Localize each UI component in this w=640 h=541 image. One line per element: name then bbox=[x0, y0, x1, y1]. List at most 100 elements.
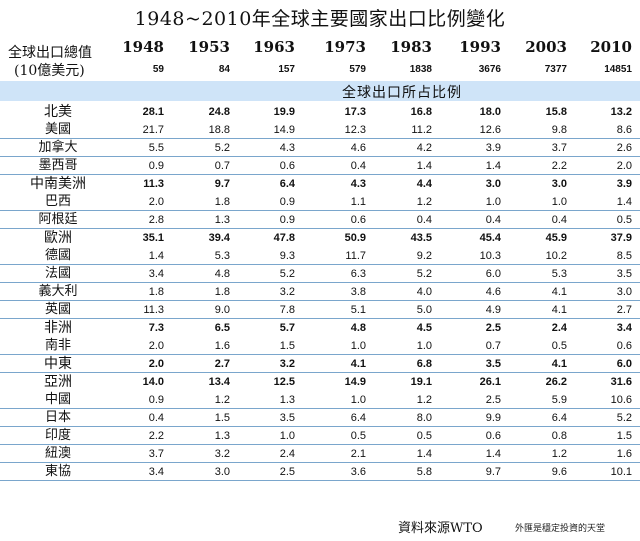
total-value: 59 bbox=[152, 64, 164, 75]
table-cell: 2.4 bbox=[279, 448, 295, 460]
row-label: 英國 bbox=[44, 302, 71, 317]
total-value: 14851 bbox=[604, 64, 632, 75]
table-cell: 1.8 bbox=[214, 196, 230, 208]
table-cell: 14.9 bbox=[344, 376, 366, 388]
table-cell: 1.0 bbox=[485, 196, 501, 208]
table-cell: 14.9 bbox=[273, 124, 295, 136]
row-label: 歐洲 bbox=[44, 230, 72, 246]
table-cell: 2.5 bbox=[485, 322, 501, 334]
table-cell: 1.1 bbox=[350, 196, 366, 208]
table-cell: 28.1 bbox=[142, 106, 164, 118]
table-cell: 9.6 bbox=[551, 466, 567, 478]
group-separator bbox=[0, 444, 640, 445]
table-cell: 10.1 bbox=[610, 466, 632, 478]
table-cell: 4.8 bbox=[214, 268, 230, 280]
table-cell: 45.9 bbox=[545, 232, 567, 244]
table-cell: 7.8 bbox=[279, 304, 295, 316]
year-header: 1983 bbox=[390, 38, 432, 56]
row-label: 日本 bbox=[44, 410, 71, 425]
table-cell: 3.5 bbox=[485, 358, 501, 370]
table-cell: 1.8 bbox=[148, 286, 164, 298]
table-cell: 1.2 bbox=[214, 394, 230, 406]
table-cell: 1.4 bbox=[148, 250, 164, 262]
table-cell: 4.8 bbox=[350, 322, 366, 334]
table-cell: 3.9 bbox=[616, 178, 632, 190]
table-cell: 43.5 bbox=[410, 232, 432, 244]
table-cell: 19.1 bbox=[410, 376, 432, 388]
table-cell: 3.9 bbox=[485, 142, 501, 154]
table-cell: 3.2 bbox=[214, 448, 230, 460]
table-cell: 4.6 bbox=[350, 142, 366, 154]
table-cell: 5.2 bbox=[214, 142, 230, 154]
group-separator bbox=[0, 408, 640, 409]
table-cell: 7.3 bbox=[148, 322, 164, 334]
table-cell: 4.4 bbox=[416, 178, 432, 190]
table-cell: 5.5 bbox=[148, 142, 164, 154]
table-cell: 0.7 bbox=[485, 340, 501, 352]
year-header: 2003 bbox=[525, 38, 567, 56]
table-cell: 5.2 bbox=[416, 268, 432, 280]
table-cell: 9.2 bbox=[416, 250, 432, 262]
table-cell: 2.1 bbox=[350, 448, 366, 460]
table-cell: 3.6 bbox=[350, 466, 366, 478]
table-cell: 1.0 bbox=[350, 394, 366, 406]
row-label: 墨西哥 bbox=[38, 158, 78, 173]
table-cell: 5.0 bbox=[416, 304, 432, 316]
table-cell: 9.3 bbox=[279, 250, 295, 262]
section-band bbox=[0, 81, 640, 101]
table-cell: 0.4 bbox=[551, 214, 567, 226]
year-header: 1963 bbox=[253, 38, 295, 56]
group-separator bbox=[0, 264, 640, 265]
table-cell: 4.5 bbox=[416, 322, 432, 334]
table-cell: 9.9 bbox=[485, 412, 501, 424]
table-cell: 26.2 bbox=[545, 376, 567, 388]
table-cell: 4.9 bbox=[485, 304, 501, 316]
table-cell: 4.2 bbox=[416, 142, 432, 154]
table-cell: 37.9 bbox=[610, 232, 632, 244]
row-label: 非洲 bbox=[44, 320, 72, 336]
total-value: 157 bbox=[278, 64, 295, 75]
table-cell: 4.1 bbox=[350, 358, 366, 370]
table-cell: 47.8 bbox=[273, 232, 295, 244]
table-cell: 11.3 bbox=[143, 304, 164, 316]
group-separator bbox=[0, 138, 640, 139]
table-cell: 21.7 bbox=[142, 124, 164, 136]
group-separator bbox=[0, 282, 640, 283]
table-cell: 18.0 bbox=[479, 106, 501, 118]
table-cell: 4.1 bbox=[551, 304, 567, 316]
table-cell: 1.3 bbox=[214, 214, 230, 226]
table-cell: 1.5 bbox=[279, 340, 295, 352]
row-label: 中國 bbox=[44, 392, 71, 407]
table-cell: 0.7 bbox=[214, 160, 230, 172]
table-cell: 1.8 bbox=[214, 286, 230, 298]
table-cell: 8.6 bbox=[616, 124, 632, 136]
table-cell: 0.4 bbox=[485, 214, 501, 226]
year-header: 2010 bbox=[590, 38, 632, 56]
table-cell: 3.2 bbox=[279, 358, 295, 370]
group-separator bbox=[0, 156, 640, 157]
table-cell: 5.3 bbox=[551, 268, 567, 280]
row-label: 印度 bbox=[44, 428, 71, 443]
section-label: 全球出口所占比例 bbox=[342, 85, 462, 101]
table-cell: 0.6 bbox=[279, 160, 295, 172]
table-cell: 6.4 bbox=[551, 412, 567, 424]
table-cell: 3.0 bbox=[485, 178, 501, 190]
table-cell: 2.5 bbox=[279, 466, 295, 478]
table-cell: 3.0 bbox=[616, 286, 632, 298]
table-cell: 2.0 bbox=[148, 358, 164, 370]
table-cell: 39.4 bbox=[208, 232, 230, 244]
table-cell: 9.8 bbox=[551, 124, 567, 136]
table-cell: 0.9 bbox=[148, 394, 164, 406]
table-cell: 4.3 bbox=[279, 142, 295, 154]
row-label: 德國 bbox=[44, 248, 71, 263]
group-separator bbox=[0, 300, 640, 301]
table-cell: 0.9 bbox=[279, 214, 295, 226]
table-cell: 2.4 bbox=[551, 322, 567, 334]
table-cell: 3.0 bbox=[551, 178, 567, 190]
table-cell: 1.4 bbox=[416, 448, 432, 460]
table-cell: 13.4 bbox=[208, 376, 230, 388]
table-cell: 9.7 bbox=[485, 466, 501, 478]
table-cell: 1.2 bbox=[416, 196, 432, 208]
credit-watermark: 外匯是穩定投資的天堂 bbox=[515, 524, 606, 534]
row-label: 阿根廷 bbox=[38, 212, 78, 227]
